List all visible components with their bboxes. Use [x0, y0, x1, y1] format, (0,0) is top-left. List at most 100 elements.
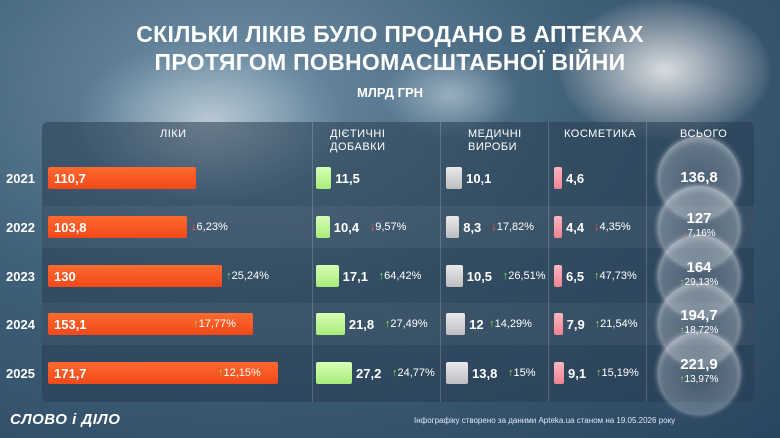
drugs-change: ↑25,24%	[226, 270, 269, 282]
cosmetics-bar	[554, 216, 562, 238]
devices-change: ↓17,82%	[491, 221, 534, 233]
arrow-up-icon: ↑	[384, 318, 391, 330]
column-header-line: ВИРОБИ	[468, 141, 518, 153]
cosmetics-change: ↑21,54%	[595, 318, 638, 330]
supplements-value: 21,8	[348, 317, 375, 332]
cosmetics-value: 4,4	[566, 220, 585, 235]
supplements-change: ↓9,57%	[370, 221, 407, 233]
drugs-value: 103,8	[54, 220, 87, 235]
arrow-up-icon: ↑	[218, 367, 224, 379]
column-divider	[646, 122, 647, 402]
change-text: 18,72%	[684, 325, 719, 336]
total-value: 127	[686, 210, 712, 227]
drugs-bar	[48, 313, 254, 335]
arrow-down-icon: ↓	[369, 221, 376, 233]
devices-value: 12	[469, 317, 484, 332]
cosmetics-value: 4,6	[566, 171, 585, 186]
change-text: 21,54%	[600, 318, 638, 330]
arrow-up-icon: ↑	[594, 318, 601, 330]
change-text: 6,23%	[196, 221, 228, 233]
total-change: ↑29,13%	[649, 277, 749, 288]
drugs-change: ↓6,23%	[191, 221, 228, 233]
total-change: ↑13,97%	[649, 374, 749, 385]
devices-bar	[446, 216, 460, 238]
arrow-up-icon: ↑	[679, 325, 685, 336]
change-text: 15%	[513, 367, 536, 379]
supplements-bar	[316, 313, 345, 335]
cosmetics-bar	[554, 265, 562, 287]
drugs-change: ↑17,77%	[193, 318, 236, 330]
cosmetics-bar	[554, 167, 562, 189]
supplements-value: 17,1	[342, 269, 368, 284]
cosmetics-value: 9,1	[568, 366, 587, 381]
change-text: 47,73%	[599, 270, 637, 282]
drugs-change: ↑12,15%	[218, 367, 261, 379]
change-text: 24,77%	[397, 367, 435, 379]
devices-bar	[446, 313, 466, 335]
drugs-bar	[48, 265, 223, 287]
arrow-up-icon: ↑	[508, 367, 514, 379]
column-divider	[312, 122, 313, 402]
supplements-bar	[316, 265, 339, 287]
data-table	[42, 122, 754, 402]
column-header-line: МЕДИЧНІ	[468, 128, 522, 140]
column-header: МЕДИЧНІ ВИРОБИ	[468, 128, 522, 154]
drugs-value: 153,1	[54, 317, 87, 332]
change-text: 25,24%	[231, 270, 269, 282]
column-divider	[440, 122, 441, 402]
total-change: ↓7,16%	[649, 228, 749, 239]
drugs-bar	[48, 216, 188, 238]
logo: СЛОВО і ДІЛО	[10, 411, 121, 428]
year-label: 2024	[6, 317, 35, 332]
supplements-value: 10,4	[333, 220, 360, 235]
cosmetics-change: ↑15,19%	[596, 367, 639, 379]
chart-title: Скільки ліків було продано в аптеках про…	[136, 21, 644, 75]
total-value: 164	[686, 259, 712, 276]
arrow-up-icon: ↑	[489, 318, 495, 330]
chart-subtitle: МЛРД ГРН	[356, 85, 424, 100]
total-value: 221,9	[680, 356, 718, 373]
arrow-up-icon: ↑	[679, 374, 685, 385]
cosmetics-bar	[554, 313, 563, 335]
devices-value: 8,3	[463, 220, 482, 235]
cosmetics-value: 7,9	[566, 317, 585, 332]
arrow-down-icon: ↓	[191, 221, 197, 233]
arrow-up-icon: ↑	[378, 270, 385, 282]
arrow-up-icon: ↑	[392, 367, 398, 379]
change-text: 9,57%	[375, 221, 407, 233]
supplements-bar	[316, 216, 330, 238]
supplements-change: ↑27,49%	[385, 318, 428, 330]
change-text: 7,16%	[687, 228, 716, 239]
change-text: 26,51%	[508, 270, 546, 282]
devices-value: 10,5	[466, 269, 493, 284]
drugs-value: 171,7	[54, 366, 87, 381]
column-header-line: ДІЄТИЧНІ	[330, 128, 386, 140]
total-value: 136,8	[680, 169, 718, 186]
devices-bar	[446, 265, 463, 287]
total-value: 194,7	[680, 307, 718, 324]
devices-bar	[446, 167, 463, 189]
cosmetics-bar	[554, 362, 564, 384]
change-text: 15,19%	[601, 367, 639, 379]
supplements-bar	[316, 167, 332, 189]
arrow-up-icon: ↑	[226, 270, 232, 282]
devices-change: ↑26,51%	[503, 270, 546, 282]
change-text: 17,77%	[198, 318, 236, 330]
column-header-line: ЛІКИ	[160, 128, 187, 140]
arrow-down-icon: ↓	[594, 221, 600, 233]
column-header: КОСМЕТИКА	[564, 128, 636, 141]
change-text: 17,82%	[496, 221, 535, 233]
year-label: 2025	[6, 366, 35, 381]
background-photo-tonometer	[560, 0, 770, 140]
supplements-change: ↑24,77%	[392, 367, 435, 379]
change-text: 13,97%	[684, 374, 719, 385]
total-change: ↑18,72%	[649, 325, 749, 336]
cosmetics-change: ↓4,35%	[594, 221, 631, 233]
change-text: 29,13%	[685, 277, 719, 288]
supplements-value: 27,2	[356, 366, 382, 381]
year-label: 2023	[6, 269, 35, 284]
arrow-down-icon: ↓	[491, 221, 497, 233]
supplements-bar	[316, 362, 352, 384]
year-label: 2022	[6, 220, 35, 235]
